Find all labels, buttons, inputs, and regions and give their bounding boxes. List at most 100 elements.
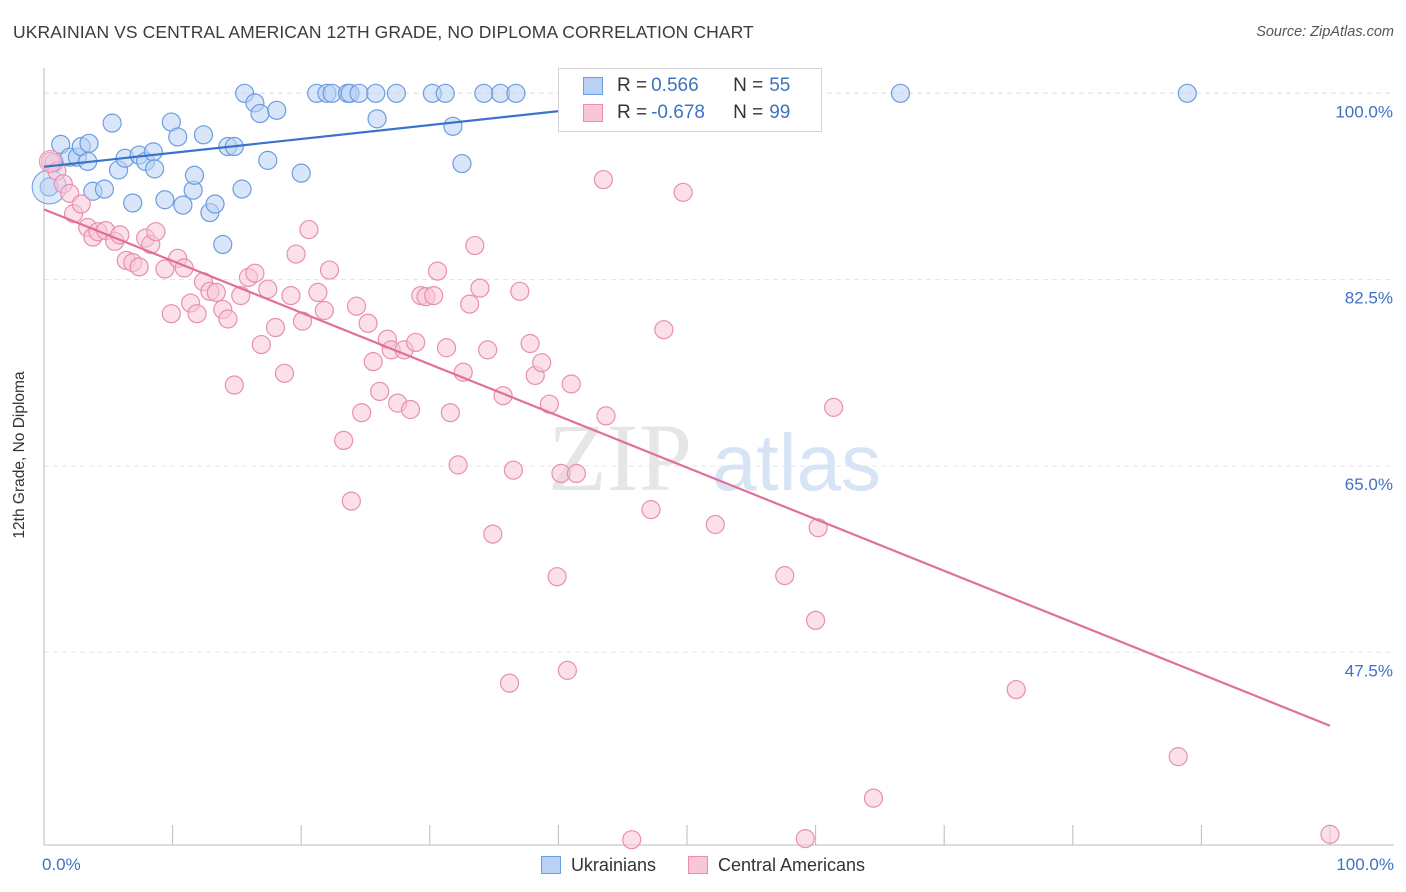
legend-item-central-americans[interactable]: Central Americans bbox=[687, 854, 866, 876]
ukrainian-point bbox=[205, 194, 225, 214]
central-american-point bbox=[593, 169, 614, 190]
central-american-point bbox=[863, 788, 884, 808]
gridlines bbox=[44, 92, 1394, 653]
central-american-point bbox=[424, 285, 444, 306]
central-american-point bbox=[566, 463, 587, 484]
series-legend: Ukrainians Central Americans bbox=[0, 852, 1406, 878]
central-american-point bbox=[427, 261, 448, 281]
ukrainian-point bbox=[890, 83, 911, 103]
central-american-point bbox=[510, 281, 530, 301]
central-american-point bbox=[146, 222, 166, 242]
ukrainian-point bbox=[123, 193, 143, 213]
central-american-point bbox=[478, 340, 498, 360]
ukrainian-point bbox=[173, 195, 193, 215]
n-label: N = bbox=[733, 75, 764, 96]
ukrainian-point bbox=[435, 83, 455, 103]
watermark-atlas: atlas bbox=[712, 418, 881, 507]
central-american-point bbox=[1168, 747, 1188, 767]
central-american-point bbox=[218, 309, 238, 329]
central-american-point bbox=[281, 285, 301, 306]
ukrainian-point bbox=[443, 116, 463, 136]
ukrainian-point bbox=[1177, 83, 1197, 103]
legend-swatch-blue bbox=[540, 856, 561, 874]
legend-label: Ukrainians bbox=[570, 854, 656, 875]
ukrainian-point bbox=[184, 165, 205, 185]
central-american-point bbox=[155, 259, 175, 279]
ukrainians-points bbox=[31, 83, 1197, 255]
central-american-point bbox=[557, 660, 578, 680]
r-label: R = bbox=[617, 102, 648, 123]
x-tick-label: 100.0% bbox=[1336, 855, 1394, 874]
central-american-point bbox=[334, 430, 354, 450]
source-label: Source: ZipAtlas.com bbox=[1256, 24, 1394, 40]
central-american-point bbox=[286, 244, 306, 264]
central-american-point bbox=[596, 406, 616, 426]
n-value: 55 bbox=[769, 75, 791, 96]
central-american-point bbox=[319, 260, 340, 280]
ukrainian-point bbox=[291, 163, 311, 183]
ukrainian-point bbox=[144, 159, 165, 179]
central-american-point bbox=[400, 399, 421, 420]
ukrainian-point bbox=[79, 133, 99, 153]
axes bbox=[43, 68, 1394, 846]
central-american-point bbox=[775, 566, 795, 586]
central-american-point bbox=[251, 334, 271, 355]
central-american-point bbox=[654, 320, 674, 340]
ukrainian-point bbox=[267, 100, 287, 120]
ukrainian-point bbox=[452, 153, 472, 174]
ukrainian-point bbox=[349, 83, 369, 103]
legend-swatch-pink bbox=[687, 856, 708, 874]
central-american-point bbox=[308, 282, 328, 303]
central-american-point bbox=[795, 829, 815, 849]
ukrainian-point bbox=[367, 109, 387, 129]
central-american-point bbox=[370, 381, 390, 402]
ukrainian-point bbox=[143, 142, 163, 162]
central-american-point bbox=[460, 294, 480, 314]
central-american-point bbox=[641, 500, 661, 520]
ukrainian-point bbox=[155, 190, 175, 210]
y-tick-label: 100.0% bbox=[1335, 102, 1393, 121]
ukrainian-point bbox=[506, 83, 526, 103]
y-tick-label: 47.5% bbox=[1345, 661, 1393, 680]
central-american-point bbox=[346, 296, 367, 316]
central-american-point bbox=[622, 830, 642, 850]
x-tick-label: 0.0% bbox=[42, 855, 81, 874]
legend-row-central-americans: R = -0.678 N = 99 bbox=[583, 100, 790, 126]
r-value: -0.678 bbox=[651, 102, 705, 123]
central-american-point bbox=[532, 353, 552, 373]
legend-item-ukrainians[interactable]: Ukrainians bbox=[540, 854, 656, 876]
central-american-point bbox=[805, 610, 826, 630]
legend-label: Central Americans bbox=[717, 854, 866, 875]
central-american-point bbox=[673, 182, 693, 202]
ukrainian-point bbox=[474, 83, 494, 103]
y-tick-label: 82.5% bbox=[1345, 289, 1393, 308]
n-value: 99 bbox=[769, 102, 791, 123]
central-american-point bbox=[440, 403, 460, 423]
central-american-point bbox=[274, 363, 295, 383]
central-american-point bbox=[224, 375, 244, 395]
y-tick-label: 65.0% bbox=[1345, 475, 1393, 494]
central-american-point bbox=[314, 300, 334, 321]
central-american-point bbox=[363, 352, 383, 372]
central-americans-points bbox=[38, 149, 1340, 850]
central-american-point bbox=[352, 403, 372, 423]
central-american-point bbox=[38, 149, 62, 173]
central-american-point bbox=[110, 225, 130, 245]
legend-row-ukrainians: R = 0.566 N = 55 bbox=[583, 73, 790, 99]
central-american-point bbox=[265, 317, 286, 338]
central-american-point bbox=[448, 455, 468, 475]
ukrainian-point bbox=[102, 113, 122, 133]
central-american-point bbox=[206, 282, 226, 303]
central-american-point bbox=[503, 460, 523, 480]
central-american-point bbox=[561, 374, 581, 394]
ukrainian-point bbox=[94, 179, 115, 199]
ukrainian-point bbox=[213, 234, 233, 255]
ukrainian-point bbox=[250, 103, 270, 124]
central-american-point bbox=[406, 332, 426, 353]
central-american-point bbox=[547, 567, 567, 587]
central-american-point bbox=[245, 263, 265, 283]
tick-labels: 100.0% 82.5% 65.0% 47.5% 0.0% 100.0% bbox=[42, 102, 1394, 874]
central-american-point bbox=[341, 491, 361, 511]
central-american-point bbox=[824, 397, 844, 417]
